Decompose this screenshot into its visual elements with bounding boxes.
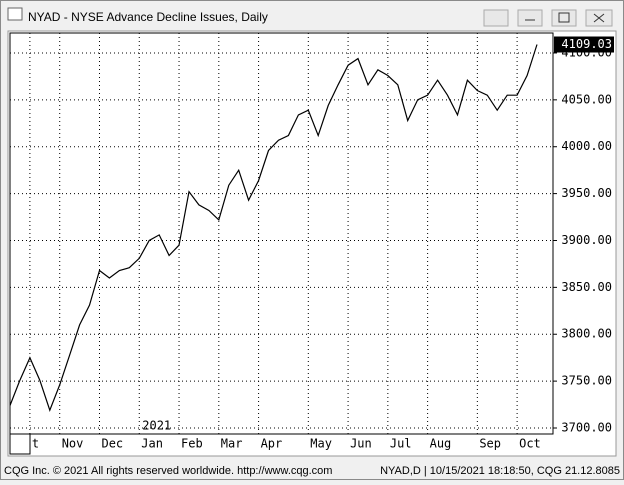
footer-left: CQG Inc. © 2021 All rights reserved worl… [4, 465, 332, 477]
close-icon [593, 13, 605, 23]
x-tick-label: Sep [479, 437, 501, 451]
x-tick-label: Mar [221, 437, 243, 451]
x-tick-label: Jan [141, 437, 163, 451]
last-value-label: 4109.03 [561, 37, 612, 51]
last-value-box [554, 36, 614, 53]
y-tick-label: 3850.00 [561, 280, 612, 294]
plot: 3700.00 3750.00 3800.00 3850.00 3900.00 3950.… [9, 33, 614, 451]
y-tick-label: 3700.00 [561, 420, 612, 434]
year-label: 2021 [142, 419, 171, 433]
app-icon [7, 7, 23, 21]
x-tick-label: Nov [62, 437, 84, 451]
x-tick-label: t [32, 437, 39, 451]
plot-frame [9, 32, 554, 435]
x-tick-label: Feb [181, 437, 203, 451]
maximize-icon [558, 12, 570, 23]
x-tick-label: Dec [101, 437, 123, 451]
x-tick-label: Jun [350, 437, 372, 451]
x-tick-label: May [310, 437, 332, 451]
y-tick-label: 4000.00 [561, 139, 612, 153]
y-tick-label: 3750.00 [561, 374, 612, 388]
price-line [9, 44, 538, 412]
x-tick-label: Apr [261, 437, 283, 451]
y-tick-label: 3800.00 [561, 327, 612, 341]
x-tick-label: Jul [390, 437, 412, 451]
y-tick-label: 3950.00 [561, 186, 612, 200]
x-tick-label: Oct [519, 437, 541, 451]
minimize-button[interactable] [517, 9, 543, 27]
chart-area [7, 30, 617, 457]
y-tick-label: 4050.00 [561, 92, 612, 106]
window-title: NYAD - NYSE Advance Decline Issues, Dail… [28, 10, 268, 24]
link-button[interactable] [483, 9, 509, 27]
footer-right: NYAD,D | 10/15/2021 18:18:50, CQG 21.12.… [380, 465, 620, 477]
maximize-button[interactable] [551, 9, 577, 27]
y-tick-label: 3900.00 [561, 233, 612, 247]
x-tick-label: Aug [430, 437, 452, 451]
corner-box [9, 433, 31, 455]
